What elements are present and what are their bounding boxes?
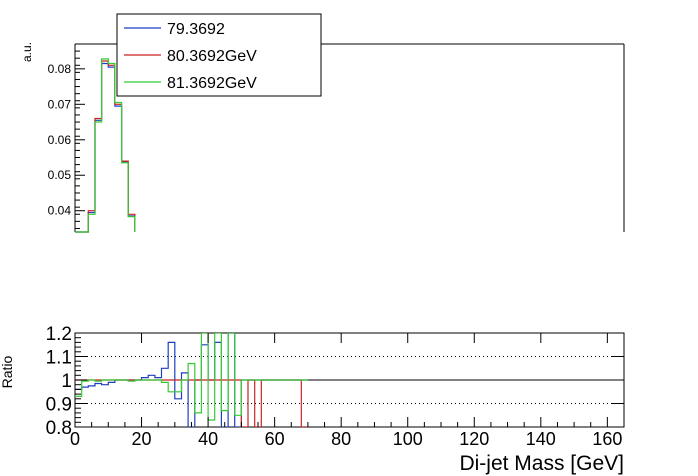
legend-label-80: 80.3692GeV bbox=[167, 48, 257, 65]
x-axis-label: Di-jet Mass [GeV] bbox=[459, 452, 624, 475]
main-y-tick-label: 0.07 bbox=[48, 97, 72, 111]
legend-label-81: 81.3692GeV bbox=[167, 75, 257, 92]
ratio-y-tick-label: 0.8 bbox=[46, 418, 72, 439]
ratio-x-tick-label: 80 bbox=[331, 429, 351, 449]
ratio-x-tick-label: 40 bbox=[198, 429, 218, 449]
ratio-x-ticks: 0 20 40 60 80 100 120 140 160 bbox=[70, 333, 622, 449]
ratio-panel: 0.80.9 11.1 1.2 0 20 40 60 80 100 120 140 160 Rati… bbox=[0, 324, 625, 475]
legend-label-79: 79.3692 bbox=[167, 21, 225, 38]
main-series-group bbox=[75, 58, 136, 233]
ratio-series-line-2 bbox=[75, 333, 308, 421]
ratio-series-group bbox=[75, 333, 308, 427]
ratio-y-tick-label: 1.2 bbox=[46, 324, 72, 345]
ratio-y-tick-label: 1 bbox=[61, 371, 72, 392]
ratio-x-tick-label: 160 bbox=[592, 429, 622, 449]
ratio-x-tick-label: 120 bbox=[459, 429, 489, 449]
main-series-line-2 bbox=[75, 58, 136, 233]
ratio-y-tick-label: 0.9 bbox=[46, 395, 72, 416]
ratio-x-tick-label: 100 bbox=[393, 429, 423, 449]
ratio-y-axis-label: Ratio bbox=[0, 355, 15, 388]
legend: 79.3692 80.3692GeV 81.3692GeV bbox=[116, 13, 322, 97]
ratio-x-tick-label: 20 bbox=[132, 429, 152, 449]
ratio-x-tick-label: 0 bbox=[70, 429, 80, 449]
main-y-ticks: 0.04 0.05 0.06 0.07 0.08 bbox=[48, 50, 85, 229]
main-y-tick-label: 0.06 bbox=[48, 133, 72, 147]
ratio-x-tick-label: 140 bbox=[526, 429, 556, 449]
main-y-tick-label: 0.08 bbox=[48, 62, 72, 76]
ratio-y-ticks: 0.80.9 11.1 1.2 bbox=[46, 324, 624, 439]
main-y-tick-label: 0.05 bbox=[48, 168, 72, 182]
ratio-y-tick-label: 1.1 bbox=[46, 348, 72, 369]
main-y-tick-label: 0.04 bbox=[48, 204, 72, 218]
ratio-x-tick-label: 60 bbox=[265, 429, 285, 449]
main-panel: 0.04 0.05 0.06 0.07 0.08 a.u. bbox=[20, 42, 625, 233]
main-y-axis-label: a.u. bbox=[20, 42, 34, 62]
